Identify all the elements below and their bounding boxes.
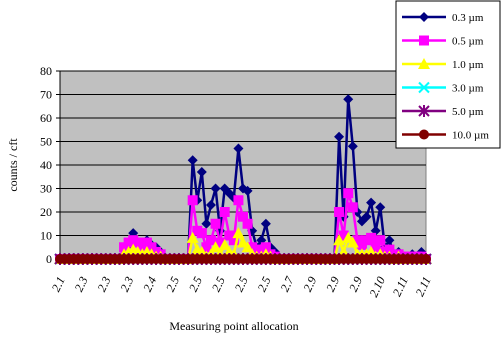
- data-point: [421, 254, 431, 264]
- x-tick-label: 2.3: [72, 274, 91, 294]
- data-point: [215, 237, 226, 248]
- data-point: [196, 228, 207, 239]
- data-point: [375, 235, 386, 246]
- data-point: [228, 235, 239, 246]
- y-tick-label: 40: [40, 158, 52, 172]
- data-point: [242, 218, 253, 229]
- data-point: [343, 94, 354, 105]
- data-point: [366, 232, 377, 243]
- x-tick-label: 2.9: [300, 274, 319, 294]
- data-point: [219, 207, 230, 217]
- data-point: [343, 188, 354, 199]
- x-tick-label: 2.5: [186, 274, 205, 294]
- legend-item: 1.0 µm: [402, 58, 484, 71]
- legend-item: 0.3 µm: [402, 12, 484, 24]
- y-tick-label: 60: [40, 111, 52, 125]
- x-tick-label: 2.10: [366, 274, 388, 299]
- legend-marker-stroke: [418, 81, 430, 94]
- y-tick-label: 20: [40, 205, 52, 219]
- x-tick-label: 2.9: [323, 274, 342, 294]
- legend-item: 5.0 µm: [402, 105, 484, 118]
- legend-box: [395, 0, 501, 149]
- legend-label: 10.0 µm: [452, 130, 489, 142]
- data-point: [209, 241, 222, 253]
- legend-item: 0.5 µm: [402, 35, 484, 48]
- data-point: [361, 211, 372, 222]
- data-point: [384, 244, 395, 255]
- data-point: [334, 131, 345, 142]
- x-tick-label: 2.5: [163, 274, 182, 294]
- x-tick-label: 2.3: [94, 274, 113, 294]
- data-point: [233, 143, 244, 154]
- x-tick-label: 2.7: [277, 273, 296, 293]
- legend-label: 3.0 µm: [452, 83, 484, 95]
- data-point: [187, 195, 198, 206]
- x-tick-label: 2.3: [117, 274, 136, 294]
- x-tick-label: 2.5: [209, 274, 228, 294]
- data-point: [260, 218, 271, 229]
- x-tick-label: 2.5: [255, 274, 274, 294]
- data-point: [347, 202, 358, 213]
- data-point: [384, 235, 395, 246]
- data-point: [338, 230, 349, 241]
- data-point: [242, 185, 253, 196]
- legend-marker: [419, 12, 429, 22]
- x-tick-label: 2.11: [390, 274, 411, 298]
- y-tick-label: 10: [40, 229, 52, 243]
- data-point: [260, 242, 271, 253]
- x-tick-label: 2.11: [413, 274, 434, 298]
- data-point: [366, 197, 377, 208]
- legend-marker: [418, 58, 430, 69]
- series-layer: [54, 94, 432, 265]
- data-point: [196, 167, 207, 178]
- legend-marker: [419, 129, 429, 140]
- data-point: [218, 238, 231, 250]
- data-point: [333, 234, 346, 246]
- x-tick-label: 2.1: [49, 274, 68, 294]
- y-tick-label: 0: [46, 252, 52, 266]
- data-point: [337, 245, 350, 257]
- x-tick-label: 2.9: [346, 274, 365, 294]
- data-point: [346, 236, 359, 248]
- x-tick-label: 2.5: [232, 274, 251, 294]
- data-point: [370, 242, 381, 253]
- legend-label: 1.0 µm: [452, 59, 484, 71]
- y-tick-label: 80: [40, 64, 52, 78]
- data-point: [210, 218, 221, 229]
- data-point: [232, 227, 245, 239]
- data-point: [205, 199, 216, 210]
- y-tick-label: 70: [40, 88, 52, 102]
- legend-label: 0.5 µm: [452, 36, 484, 48]
- data-point: [233, 195, 244, 206]
- legend-item: 10.0 µm: [402, 129, 489, 142]
- data-point: [205, 235, 216, 246]
- data-point: [334, 207, 345, 217]
- data-point: [238, 211, 248, 222]
- data-point: [201, 242, 212, 253]
- x-tick-label: 2.4: [140, 274, 159, 294]
- legend-label: 5.0 µm: [452, 106, 484, 118]
- data-point: [375, 202, 386, 213]
- legend-marker: [419, 35, 429, 46]
- data-point: [187, 155, 198, 166]
- y-tick-label: 30: [40, 182, 52, 196]
- legend: 0.3 µm 0.5 µm 1.0 µm 3.0 µm 5.0 µm 10.0 µm: [395, 0, 501, 149]
- data-point: [210, 183, 221, 194]
- x-axis-title: Measuring point allocation: [169, 319, 298, 333]
- data-point: [241, 241, 254, 253]
- data-point: [347, 141, 358, 152]
- legend-marker: [418, 81, 430, 94]
- legend-label: 0.3 µm: [452, 12, 484, 24]
- y-tick-label: 50: [40, 135, 52, 149]
- data-point: [186, 231, 199, 243]
- y-axis-title: counts / cft: [6, 138, 20, 192]
- series-5: [55, 254, 431, 264]
- data-point: [201, 218, 212, 229]
- legend-marker: [418, 105, 430, 117]
- legend-item: 3.0 µm: [402, 81, 484, 95]
